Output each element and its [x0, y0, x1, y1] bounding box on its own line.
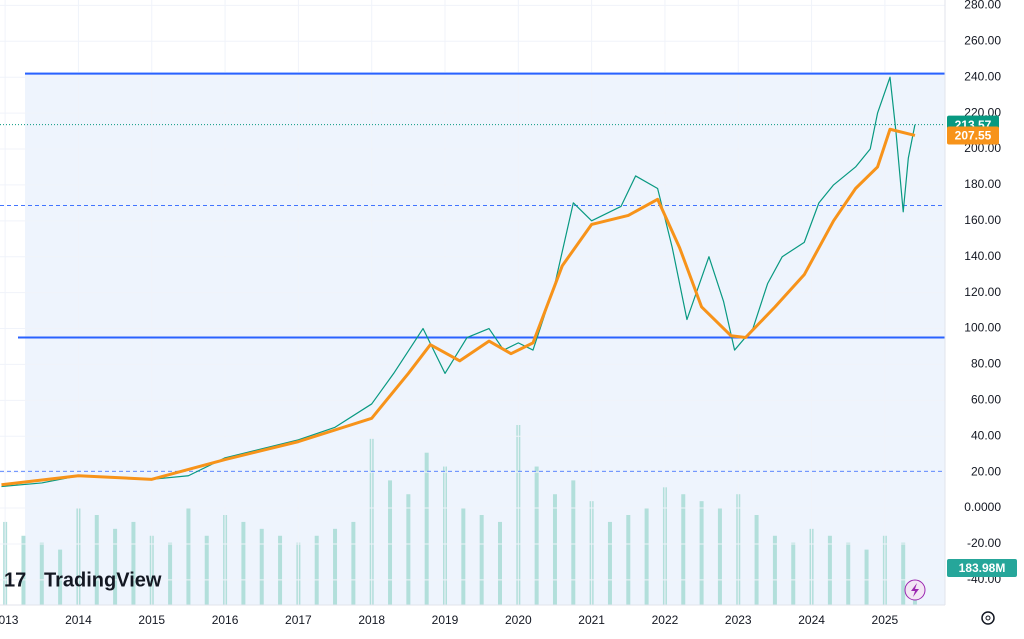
- volume-bar: [58, 549, 63, 605]
- settings-button[interactable]: [981, 611, 995, 625]
- y-tick-label: 160.00: [964, 213, 1001, 227]
- x-tick-label: 2013: [0, 613, 19, 627]
- x-tick-label: 2025: [872, 613, 899, 627]
- y-tick-label: 100.00: [964, 321, 1001, 335]
- y-tick-label: 40.00: [971, 428, 1001, 442]
- settings-icon: [985, 615, 991, 621]
- y-tick-label: 280.00: [964, 0, 1001, 12]
- volume-bar: [791, 542, 796, 605]
- logo: 17 TradingView: [4, 569, 162, 591]
- volume-bar: [901, 542, 906, 605]
- volume-bar: [626, 515, 631, 605]
- logo-mark: 17: [4, 569, 26, 591]
- series-line: [1, 76, 916, 488]
- x-tick-label: 2022: [652, 613, 679, 627]
- volume-bar: [204, 535, 209, 605]
- volume-bar: [717, 508, 722, 605]
- volume-bar: [278, 535, 283, 605]
- volume-bar: [607, 521, 612, 605]
- y-tick-label: -20.00: [967, 536, 1001, 550]
- volume-bar: [571, 480, 576, 605]
- x-tick-label: 2015: [138, 613, 165, 627]
- volume-bar: [864, 549, 869, 605]
- volume-bar: [699, 501, 704, 605]
- volume-bar: [754, 515, 759, 605]
- volume-label-box: [947, 559, 1017, 577]
- x-tick-label: 2017: [285, 613, 312, 627]
- volume-bar: [259, 528, 264, 605]
- x-tick-label: 2014: [65, 613, 92, 627]
- y-tick-label: 80.00: [971, 357, 1001, 371]
- volume-bar: [94, 515, 99, 605]
- volume-bar: [314, 535, 319, 605]
- series-line: [1, 127, 916, 487]
- volume-bar: [39, 542, 44, 605]
- volume-bar: [846, 542, 851, 605]
- y-tick-label: 200.00: [964, 141, 1001, 155]
- y-tick-label: 140.00: [964, 249, 1001, 263]
- volume-bar: [552, 494, 557, 605]
- volume-bar: [21, 535, 26, 605]
- x-tick-label: 2020: [505, 613, 532, 627]
- volume-bar: [681, 494, 686, 605]
- lightning-icon: [911, 583, 919, 597]
- volume-bar: [534, 466, 539, 605]
- volume-bar: [388, 480, 393, 605]
- logo-text: TradingView: [44, 569, 162, 591]
- y-tick-label: 120.00: [964, 285, 1001, 299]
- plot: [0, 72, 945, 488]
- volume-bar: [827, 535, 832, 605]
- price-label: 207.55: [955, 129, 992, 143]
- volume-bar: [772, 535, 777, 605]
- volume-bar: [644, 508, 649, 605]
- volume-bar: [333, 528, 338, 605]
- volume-bar: [131, 521, 136, 605]
- volume-label: 183.98M: [959, 561, 1006, 575]
- x-tick-label: 2024: [798, 613, 825, 627]
- price-label-box: [947, 126, 999, 145]
- volume-bar: [186, 508, 191, 605]
- x-tick-label: 2019: [432, 613, 459, 627]
- volume-bar: [406, 494, 411, 605]
- x-tick-label: 2018: [358, 613, 385, 627]
- x-tick-label: 2021: [578, 613, 605, 627]
- volume-bar: [497, 521, 502, 605]
- y-tick-label: 240.00: [964, 69, 1001, 83]
- volume-bar: [113, 528, 118, 605]
- y-tick-label: 20.00: [971, 464, 1001, 478]
- volume-bar: [461, 508, 466, 605]
- volume-bar: [424, 452, 429, 605]
- y-tick-label: 260.00: [964, 33, 1001, 47]
- volume-bar: [351, 521, 356, 605]
- volume-bar: [168, 542, 173, 605]
- volume-bar: [479, 515, 484, 605]
- y-tick-label: 180.00: [964, 177, 1001, 191]
- x-tick-label: 2023: [725, 613, 752, 627]
- volume-bar: [241, 521, 246, 605]
- y-tick-label: 60.00: [971, 393, 1001, 407]
- y-tick-label: 0.0000: [964, 500, 1001, 514]
- x-tick-label: 2016: [212, 613, 239, 627]
